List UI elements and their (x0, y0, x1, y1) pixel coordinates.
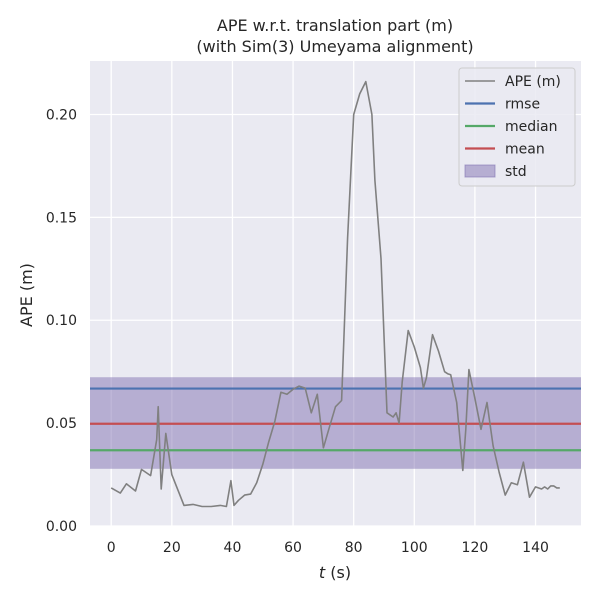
y-tick-label: 0.15 (46, 210, 77, 226)
chart-title: APE w.r.t. translation part (m) (217, 16, 453, 35)
y-tick-label: 0.20 (46, 107, 77, 123)
x-tick-label: 100 (401, 540, 428, 556)
legend: APE (m) rmse median mean std (458, 67, 576, 187)
y-tick-label: 0.05 (46, 416, 77, 432)
x-axis-label-unit: (s) (325, 563, 351, 582)
legend-box (458, 67, 576, 187)
legend-label-rmse: rmse (505, 97, 540, 113)
chart-subtitle: (with Sim(3) Umeyama alignment) (196, 37, 473, 56)
x-tick-label: 60 (284, 540, 302, 556)
legend-label-ape: APE (m) (505, 74, 561, 90)
x-tick-label: 20 (163, 540, 181, 556)
legend-label-median: median (505, 119, 557, 135)
legend-label-mean: mean (505, 142, 545, 158)
statistics-layer (90, 377, 581, 469)
legend-label-std: std (505, 164, 527, 180)
x-tick-label: 140 (522, 540, 549, 556)
tick-labels: 0 20 40 60 80 100 120 140 0.00 0.05 0.10 0.15 0.20 (46, 107, 549, 556)
series-layer (110, 80, 560, 508)
legend-swatch-std (464, 164, 496, 178)
x-tick-label: 0 (107, 540, 116, 556)
x-tick-label: 40 (224, 540, 242, 556)
y-tick-label: 0.00 (46, 519, 77, 535)
y-axis-label: APE (m) (17, 263, 36, 327)
y-tick-label: 0.10 (46, 313, 77, 329)
x-axis-label-variable: t (319, 563, 326, 582)
x-tick-label: 80 (345, 540, 363, 556)
ape-series-line (110, 80, 560, 508)
x-axis-label: t (s) (319, 563, 351, 582)
x-tick-label: 120 (462, 540, 489, 556)
